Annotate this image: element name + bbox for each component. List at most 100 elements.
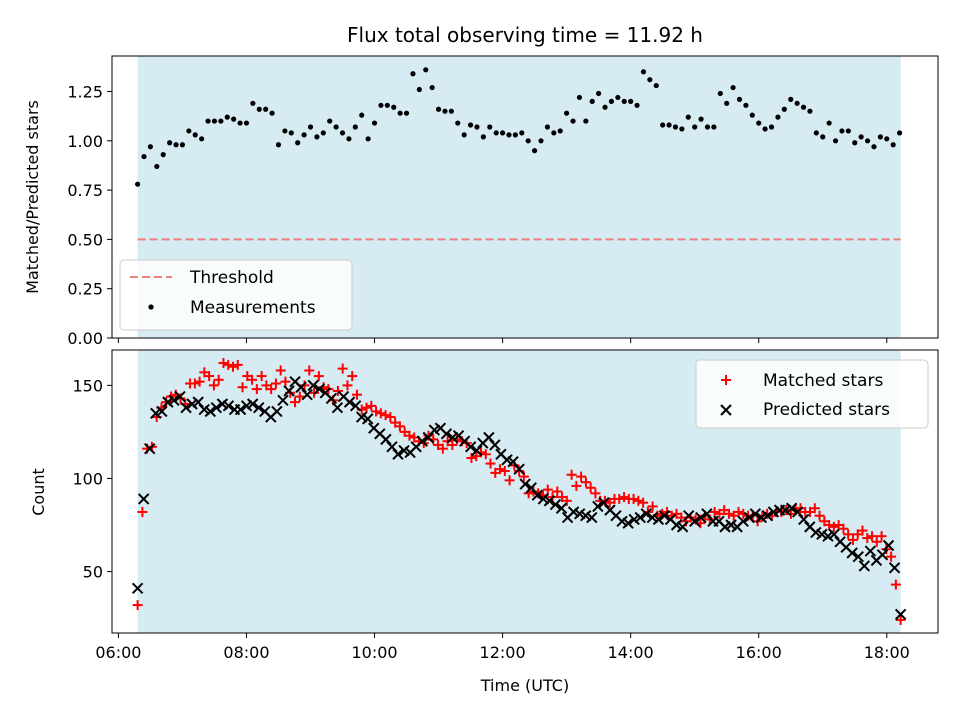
matched-star-point	[137, 506, 148, 517]
matched-star-point	[337, 363, 348, 374]
matched-star-point	[194, 376, 205, 387]
matched-star-point	[208, 380, 219, 391]
matched-star-point	[385, 412, 396, 423]
bottom-y-tick-label: 100	[72, 469, 103, 488]
measurement-point	[499, 130, 506, 136]
measurement-point	[339, 130, 346, 136]
matched-star-point	[270, 378, 281, 389]
predicted-star-point	[489, 439, 501, 451]
matched-star-point	[342, 380, 353, 391]
measurement-point	[410, 71, 416, 77]
measurement-point	[487, 124, 493, 130]
predicted-star-point	[174, 390, 186, 403]
top-y-tick-label: 0.25	[67, 280, 103, 299]
measurement-point	[852, 140, 858, 146]
measurement-point	[557, 128, 563, 134]
predicted-star-point	[555, 502, 568, 514]
predicted-star-point	[743, 511, 755, 524]
measurement-point	[544, 124, 551, 130]
matched-star-point	[499, 466, 510, 477]
measurement-point	[237, 120, 243, 126]
predicted-star-point	[234, 403, 247, 416]
predicted-star-point	[283, 385, 295, 397]
matched-star-point	[218, 358, 229, 369]
top-y-tick-label: 0.50	[67, 230, 103, 249]
measurement-point	[826, 120, 832, 126]
bottom-y-tick-label: 50	[83, 563, 103, 582]
predicted-star-point	[416, 435, 428, 447]
x-axis-label: Time (UTC)	[480, 676, 569, 695]
measurement-point	[455, 120, 461, 126]
matched-star-point	[576, 471, 587, 482]
matched-star-point	[251, 384, 262, 395]
predicted-star-point	[277, 394, 289, 406]
matched-star-point	[619, 492, 630, 503]
matched-star-point	[404, 430, 415, 441]
measurement-point	[429, 84, 435, 91]
measurement-point	[864, 138, 871, 144]
measurement-point	[820, 134, 826, 140]
predicted-star-point	[204, 405, 216, 418]
measurement-point	[762, 126, 768, 132]
predicted-star-point	[222, 400, 235, 412]
matched-star-point	[723, 508, 734, 519]
matched-star-point	[299, 380, 310, 391]
matched-star-point	[862, 533, 873, 544]
matched-star-point	[480, 449, 491, 460]
measurement-point	[320, 130, 326, 136]
predicted-star-point	[634, 511, 646, 524]
measurement-point	[186, 128, 192, 134]
predicted-star-point	[652, 513, 665, 526]
matched-star-point	[709, 506, 720, 517]
measurement-point	[551, 130, 557, 136]
measurement-point	[154, 163, 160, 170]
matched-star-point	[247, 374, 258, 385]
measurement-point	[724, 100, 730, 106]
predicted-star-point	[349, 400, 362, 412]
matched-star-point	[394, 421, 405, 432]
predicted-stars-series	[131, 375, 907, 621]
matched-star-point	[504, 475, 515, 486]
measurement-point	[467, 122, 474, 128]
measurement-point	[135, 181, 141, 187]
matched-star-point	[828, 521, 839, 532]
matched-star-point	[614, 493, 625, 504]
matched-star-point	[876, 531, 887, 542]
measurement-point	[480, 134, 486, 140]
matched-star-point	[227, 361, 238, 372]
matched-star-point	[485, 458, 496, 469]
matched-star-point	[809, 503, 820, 514]
measurement-point	[736, 96, 743, 102]
measurement-point	[621, 98, 627, 104]
measurement-point	[813, 130, 819, 136]
measurement-point	[211, 118, 218, 124]
matched-star-point	[223, 359, 234, 370]
measurement-point	[256, 106, 262, 112]
measurement-point	[832, 138, 839, 144]
predicted-star-point	[513, 463, 525, 475]
matched-star-point	[309, 387, 320, 398]
measurement-point	[730, 84, 736, 91]
matched-star-point	[824, 520, 835, 531]
measurement-point	[269, 110, 275, 116]
measurement-point	[768, 124, 775, 130]
x-tick-label: 10:00	[351, 643, 397, 662]
matched-star-point	[294, 391, 305, 402]
measurement-point	[346, 136, 352, 142]
top-y-ticks: 0.00 0.25 0.50 0.75 1.00 1.25	[67, 82, 112, 348]
measurement-point	[602, 104, 608, 110]
measurement-point	[173, 142, 179, 148]
measurement-point	[397, 110, 403, 116]
predicted-star-point	[144, 442, 156, 455]
measurement-point	[141, 153, 147, 160]
bottom-y-axis-label: Count	[29, 468, 48, 516]
predicted-star-point	[640, 508, 653, 520]
x-tick-label: 12:00	[480, 643, 526, 662]
measurement-point	[179, 142, 186, 148]
measurement-point	[858, 134, 864, 140]
matched-star-point	[232, 359, 243, 370]
matched-star-point	[304, 365, 315, 376]
top-y-axis-label: Matched/Predicted stars	[23, 100, 42, 294]
measurement-point	[231, 116, 237, 122]
predicted-star-point	[586, 511, 598, 524]
